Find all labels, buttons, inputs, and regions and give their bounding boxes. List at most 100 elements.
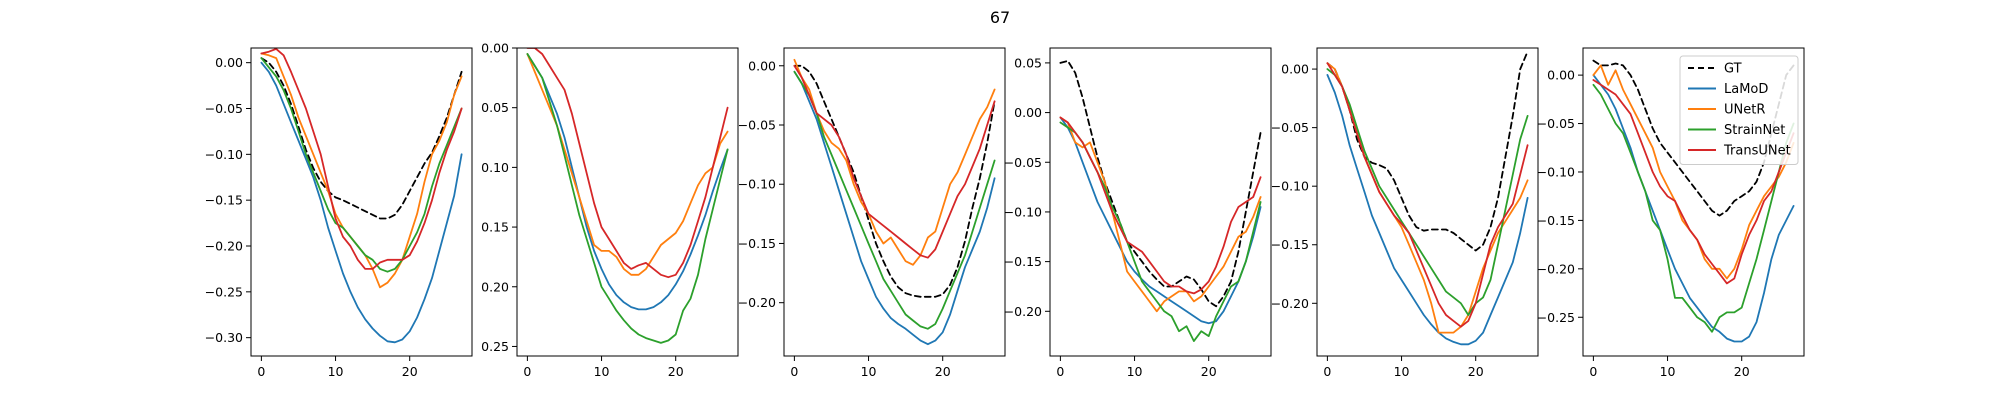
y-tick-label: −0.05 [1271,120,1309,135]
panel-5: 0 10 20 0.00 −0.05 −0.10 −0.15 −0.20 [1271,47,1539,379]
y-tick-label: 0.05 [481,100,509,115]
x-tick-label: 10 [861,364,877,379]
panel-6-series [1592,59,1795,343]
panel-1: 0 10 20 0.00 −0.05 −0.10 −0.15 −0.20 −0.25 −0.30 [205,47,473,379]
figure-title: 67 [990,8,1010,27]
y-tick-label: −0.15 [205,193,243,208]
x-tick-label: 0 [523,364,531,379]
y-tick-label: −0.15 [1271,237,1309,252]
panel-4-series [1059,60,1262,343]
x-tick-label: 0 [1056,364,1064,379]
series-line-strainnet [260,57,463,273]
panels: 0 10 20 0.00 −0.05 −0.10 −0.15 −0.20 −0.25 −0.30 0… [205,41,1805,379]
y-tick-label: −0.05 [1004,155,1042,170]
series-line-strainnet [1326,68,1529,316]
x-tick-label: 10 [594,364,610,379]
y-tick-label: 0.00 [1014,105,1042,120]
series-line-transunet [526,48,729,279]
series-line-lamod [793,70,996,346]
y-tick-label: 0.25 [481,339,509,354]
series-line-lamod [1059,116,1262,325]
legend-label-transunet: TransUNet [1723,144,1791,159]
legend: GT LaMoD UNetR StrainNet TransUNet [1679,55,1799,165]
x-tick-label: 20 [1468,364,1484,379]
panel-1-series [260,48,463,344]
x-tick-label: 20 [402,364,418,379]
series-line-lamod [1326,74,1529,346]
panel-2: 0 10 20 0.00 0.05 0.10 0.15 0.20 0.25 [481,41,739,379]
y-tick-label: −0.05 [1537,116,1575,131]
y-tick-label: −0.15 [1537,213,1575,228]
series-line-gt [1592,59,1795,217]
legend-label-unetr: UNetR [1724,103,1765,118]
y-tick-label: −0.10 [1537,164,1575,179]
series-line-gt [793,64,996,298]
series-line-unetr [260,52,463,289]
panel-4: 0 10 20 0.05 0.00 −0.05 −0.10 −0.15 −0.20 [1004,47,1272,379]
x-tick-label: 20 [1201,364,1217,379]
y-tick-label: −0.20 [205,239,243,254]
series-line-transunet [1059,116,1262,295]
legend-label-gt: GT [1724,62,1742,77]
y-tick-label: 0.05 [1014,55,1042,70]
x-tick-label: 20 [935,364,951,379]
plot-frame [516,47,739,357]
y-tick-label: −0.20 [1537,261,1575,276]
series-line-lamod [260,61,463,344]
x-tick-label: 20 [668,364,684,379]
y-tick-label: −0.30 [205,330,243,345]
y-tick-label: −0.20 [1271,296,1309,311]
legend-label-lamod: LaMoD [1724,82,1768,97]
plot-frame [783,47,1006,357]
x-tick-label: 0 [1589,364,1597,379]
series-line-gt [1326,50,1529,252]
series-line-gt [260,57,463,220]
series-line-strainnet [1059,121,1262,343]
x-tick-label: 0 [257,364,265,379]
y-tick-label: 0.00 [481,41,509,56]
y-tick-label: 0.15 [481,220,509,235]
plot-frame [250,47,473,357]
series-line-gt [1059,60,1262,308]
series-line-transunet [793,64,996,259]
series-line-transunet [260,48,463,270]
y-tick-label: −0.20 [738,295,776,310]
panel-5-series [1326,50,1529,346]
plot-frame [1049,47,1272,357]
legend-box [1679,55,1799,165]
y-tick-label: −0.15 [738,236,776,251]
y-tick-label: −0.05 [738,118,776,133]
x-tick-label: 10 [1660,364,1676,379]
y-tick-label: −0.25 [1537,310,1575,325]
x-tick-label: 10 [1394,364,1410,379]
x-tick-label: 10 [1127,364,1143,379]
x-tick-label: 20 [1734,364,1750,379]
plot-frame [1582,47,1805,357]
y-tick-label: −0.10 [205,147,243,162]
panel-3: 0 10 20 0.00 −0.05 −0.10 −0.15 −0.20 [738,47,1006,379]
x-tick-label: 0 [1323,364,1331,379]
y-tick-label: −0.10 [738,177,776,192]
panel-6: 0 10 20 0.00 −0.05 −0.10 −0.15 −0.20 −0.25 [1537,47,1805,379]
series-line-unetr [793,58,996,266]
y-tick-label: −0.10 [1004,204,1042,219]
x-tick-label: 0 [790,364,798,379]
y-tick-label: 0.00 [1281,62,1309,77]
y-tick-label: −0.25 [205,284,243,299]
panel-3-series [793,58,996,346]
legend-label-strainnet: StrainNet [1724,123,1785,138]
series-line-lamod [526,53,729,311]
series-line-lamod [1592,74,1795,343]
y-tick-label: 0.00 [748,58,776,73]
y-tick-label: 0.00 [215,55,243,70]
series-line-unetr [526,53,729,276]
y-tick-label: −0.15 [1004,254,1042,269]
y-tick-label: −0.10 [1271,179,1309,194]
series-line-strainnet [1592,83,1795,333]
y-tick-label: 0.20 [481,279,509,294]
series-line-transunet [1592,79,1795,285]
y-tick-label: 0.00 [1547,68,1575,83]
y-tick-label: −0.05 [205,101,243,116]
plot-frame [1316,47,1539,357]
